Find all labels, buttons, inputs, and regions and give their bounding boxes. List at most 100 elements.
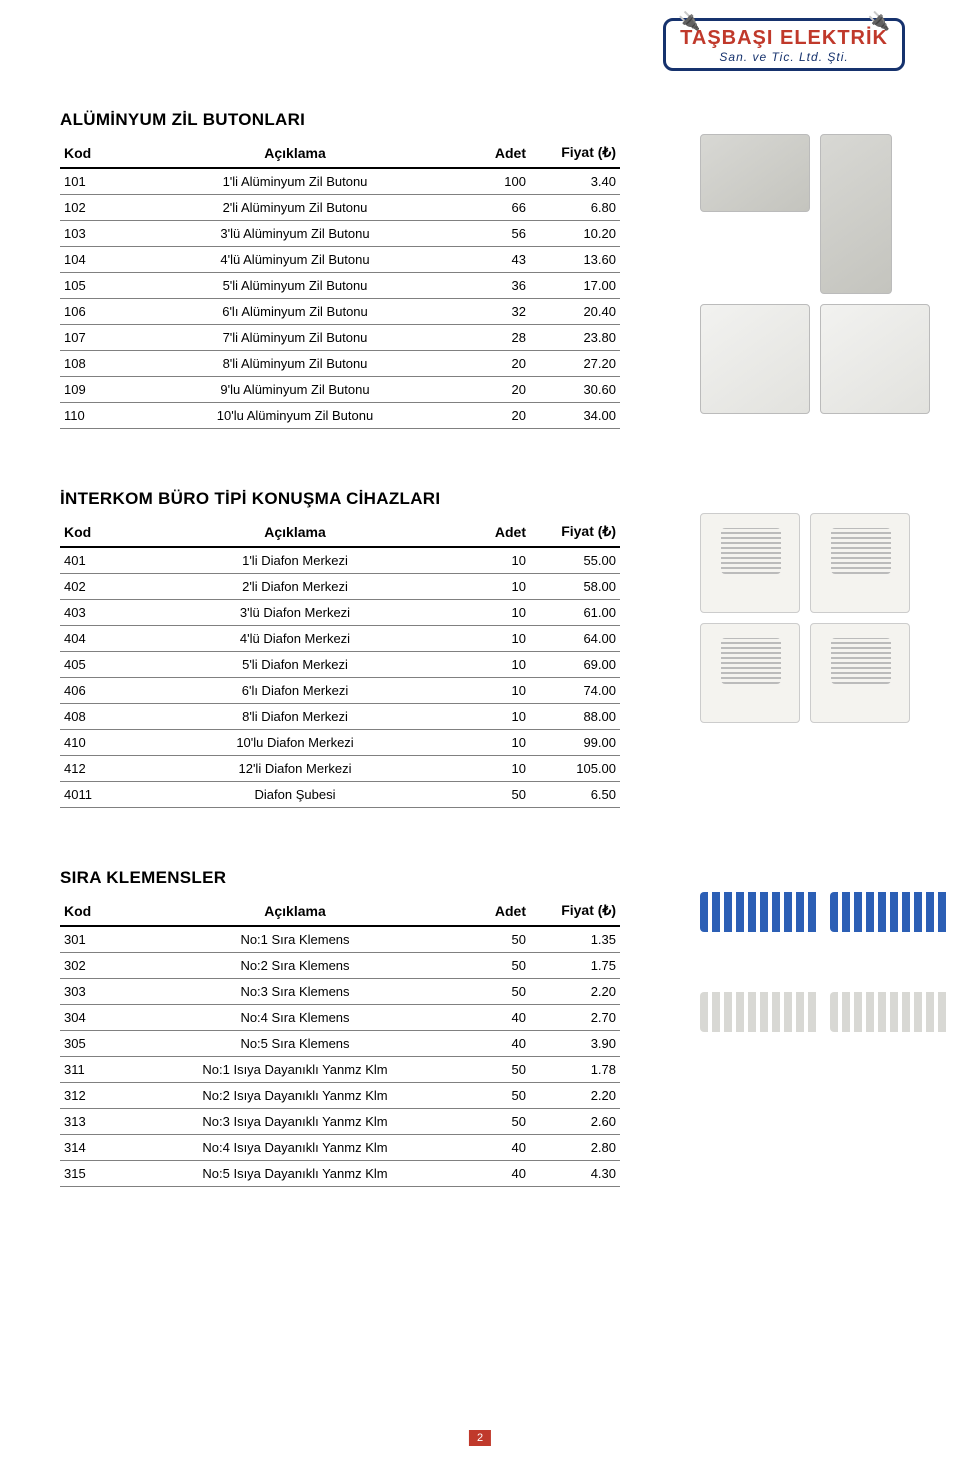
cell-kod: 410 <box>60 730 130 756</box>
cell-aciklama: No:5 Isıya Dayanıklı Yanmz Klm <box>130 1161 460 1187</box>
cell-aciklama: 10'lu Alüminyum Zil Butonu <box>130 403 460 429</box>
table-row: 4066'lı Diafon Merkezi1074.00 <box>60 678 620 704</box>
cell-adet: 28 <box>460 325 530 351</box>
cell-kod: 107 <box>60 325 130 351</box>
table-header-kod: Kod <box>60 896 130 926</box>
product-table: KodAçıklamaAdetFiyat (₺)4011'li Diafon M… <box>60 517 620 808</box>
table-row: 315No:5 Isıya Dayanıklı Yanmz Klm404.30 <box>60 1161 620 1187</box>
product-image <box>700 134 810 212</box>
table-row: 1011'li Alüminyum Zil Butonu1003.40 <box>60 168 620 195</box>
cell-adet: 10 <box>460 600 530 626</box>
cell-adet: 56 <box>460 221 530 247</box>
product-images <box>700 134 960 424</box>
product-images <box>700 892 960 1042</box>
cell-kod: 406 <box>60 678 130 704</box>
product-images <box>700 513 960 733</box>
cell-kod: 405 <box>60 652 130 678</box>
product-image <box>830 992 950 1032</box>
cell-fiyat: 34.00 <box>530 403 620 429</box>
cell-adet: 40 <box>460 1135 530 1161</box>
table-row: 41010'lu Diafon Merkezi1099.00 <box>60 730 620 756</box>
cell-aciklama: 4'lü Diafon Merkezi <box>130 626 460 652</box>
table-row: 1033'lü Alüminyum Zil Butonu5610.20 <box>60 221 620 247</box>
plug-icon: 🔌 <box>678 11 700 32</box>
cell-adet: 20 <box>460 403 530 429</box>
cell-aciklama: 5'li Alüminyum Zil Butonu <box>130 273 460 299</box>
table-row: 1055'li Alüminyum Zil Butonu3617.00 <box>60 273 620 299</box>
cell-fiyat: 69.00 <box>530 652 620 678</box>
table-header-fiyat: Fiyat (₺) <box>530 517 620 547</box>
page-number: 2 <box>469 1430 491 1446</box>
table-row: 4033'lü Diafon Merkezi1061.00 <box>60 600 620 626</box>
cell-adet: 50 <box>460 979 530 1005</box>
cell-fiyat: 27.20 <box>530 351 620 377</box>
cell-fiyat: 2.20 <box>530 979 620 1005</box>
table-header-fiyat: Fiyat (₺) <box>530 138 620 168</box>
cell-fiyat: 30.60 <box>530 377 620 403</box>
cell-fiyat: 1.78 <box>530 1057 620 1083</box>
cell-adet: 66 <box>460 195 530 221</box>
table-row: 11010'lu Alüminyum Zil Butonu2034.00 <box>60 403 620 429</box>
table-row: 1066'lı Alüminyum Zil Butonu3220.40 <box>60 299 620 325</box>
cell-aciklama: No:1 Isıya Dayanıklı Yanmz Klm <box>130 1057 460 1083</box>
cell-fiyat: 74.00 <box>530 678 620 704</box>
table-row: 311No:1 Isıya Dayanıklı Yanmz Klm501.78 <box>60 1057 620 1083</box>
cell-kod: 301 <box>60 926 130 953</box>
cell-kod: 408 <box>60 704 130 730</box>
cell-aciklama: 8'li Alüminyum Zil Butonu <box>130 351 460 377</box>
cell-aciklama: Diafon Şubesi <box>130 782 460 808</box>
cell-fiyat: 1.35 <box>530 926 620 953</box>
cell-kod: 412 <box>60 756 130 782</box>
cell-fiyat: 61.00 <box>530 600 620 626</box>
cell-fiyat: 6.80 <box>530 195 620 221</box>
product-image <box>700 623 800 723</box>
product-table: KodAçıklamaAdetFiyat (₺)1011'li Alüminyu… <box>60 138 620 429</box>
cell-fiyat: 2.20 <box>530 1083 620 1109</box>
cell-fiyat: 2.60 <box>530 1109 620 1135</box>
cell-aciklama: No:3 Isıya Dayanıklı Yanmz Klm <box>130 1109 460 1135</box>
cell-kod: 313 <box>60 1109 130 1135</box>
cell-adet: 100 <box>460 168 530 195</box>
cell-aciklama: No:3 Sıra Klemens <box>130 979 460 1005</box>
cell-aciklama: No:4 Isıya Dayanıklı Yanmz Klm <box>130 1135 460 1161</box>
cell-adet: 50 <box>460 782 530 808</box>
cell-adet: 10 <box>460 730 530 756</box>
table-row: 304No:4 Sıra Klemens402.70 <box>60 1005 620 1031</box>
cell-fiyat: 58.00 <box>530 574 620 600</box>
page: 🔌 🔌 TAŞBAŞI ELEKTRİK San. ve Tic. Ltd. Ş… <box>0 0 960 1464</box>
company-logo: 🔌 🔌 TAŞBAŞI ELEKTRİK San. ve Tic. Ltd. Ş… <box>663 18 905 71</box>
cell-fiyat: 105.00 <box>530 756 620 782</box>
product-image <box>810 623 910 723</box>
cell-kod: 402 <box>60 574 130 600</box>
cell-adet: 40 <box>460 1161 530 1187</box>
cell-kod: 302 <box>60 953 130 979</box>
cell-fiyat: 2.70 <box>530 1005 620 1031</box>
product-image <box>700 892 820 932</box>
cell-fiyat: 3.90 <box>530 1031 620 1057</box>
table-header-kod: Kod <box>60 138 130 168</box>
table-row: 1099'lu Alüminyum Zil Butonu2030.60 <box>60 377 620 403</box>
table-row: 4055'li Diafon Merkezi1069.00 <box>60 652 620 678</box>
cell-adet: 40 <box>460 1031 530 1057</box>
cell-kod: 110 <box>60 403 130 429</box>
cell-kod: 314 <box>60 1135 130 1161</box>
cell-aciklama: No:2 Sıra Klemens <box>130 953 460 979</box>
cell-kod: 106 <box>60 299 130 325</box>
cell-fiyat: 13.60 <box>530 247 620 273</box>
cell-adet: 50 <box>460 953 530 979</box>
cell-aciklama: No:5 Sıra Klemens <box>130 1031 460 1057</box>
cell-kod: 105 <box>60 273 130 299</box>
table-header-aciklama: Açıklama <box>130 517 460 547</box>
product-table: KodAçıklamaAdetFiyat (₺)301No:1 Sıra Kle… <box>60 896 620 1187</box>
cell-aciklama: 2'li Alüminyum Zil Butonu <box>130 195 460 221</box>
table-row: 312No:2 Isıya Dayanıklı Yanmz Klm502.20 <box>60 1083 620 1109</box>
cell-fiyat: 17.00 <box>530 273 620 299</box>
cell-aciklama: No:1 Sıra Klemens <box>130 926 460 953</box>
product-section: ALÜMİNYUM ZİL BUTONLARIKodAçıklamaAdetFi… <box>60 110 900 429</box>
cell-fiyat: 20.40 <box>530 299 620 325</box>
cell-kod: 109 <box>60 377 130 403</box>
table-header-fiyat: Fiyat (₺) <box>530 896 620 926</box>
cell-aciklama: 3'lü Diafon Merkezi <box>130 600 460 626</box>
cell-aciklama: 1'li Alüminyum Zil Butonu <box>130 168 460 195</box>
cell-kod: 103 <box>60 221 130 247</box>
